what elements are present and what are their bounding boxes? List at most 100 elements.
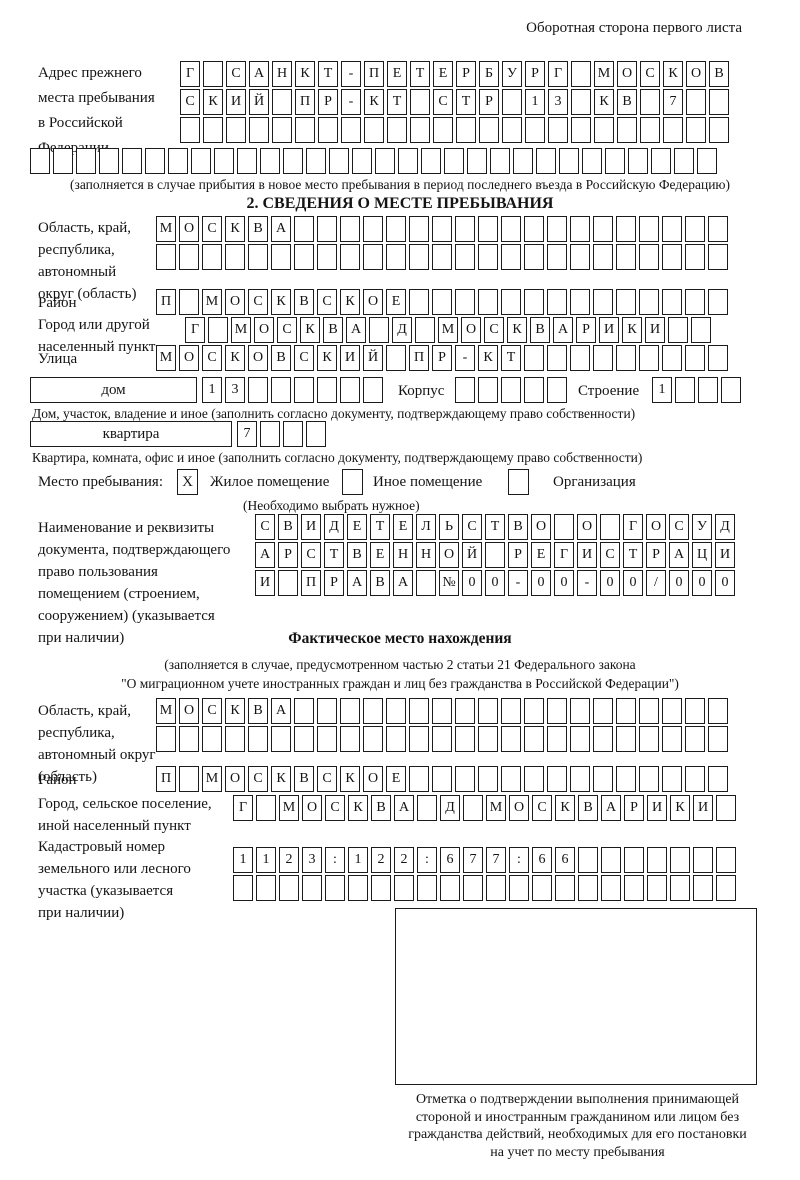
char-cell[interactable] [179, 726, 199, 752]
char-cell[interactable] [248, 726, 268, 752]
char-cell[interactable] [203, 117, 223, 143]
char-cell[interactable]: П [295, 89, 315, 115]
char-cell[interactable]: Е [347, 514, 367, 540]
char-cell[interactable]: О [363, 289, 383, 315]
char-cell[interactable]: М [156, 216, 176, 242]
char-cell[interactable] [271, 244, 291, 270]
char-cell[interactable] [570, 345, 590, 371]
char-cell[interactable]: М [156, 345, 176, 371]
char-cell[interactable] [601, 847, 621, 873]
char-cell[interactable] [547, 289, 567, 315]
char-cell[interactable] [640, 117, 660, 143]
char-cell[interactable] [99, 148, 119, 174]
char-cell[interactable] [501, 289, 521, 315]
char-cell[interactable]: Г [233, 795, 253, 821]
char-cell[interactable]: Н [393, 542, 413, 568]
char-cell[interactable]: С [294, 345, 314, 371]
char-cell[interactable]: В [323, 317, 343, 343]
char-cell[interactable]: Б [479, 61, 499, 87]
char-cell[interactable] [670, 847, 690, 873]
char-cell[interactable] [639, 289, 659, 315]
char-cell[interactable]: 1 [233, 847, 253, 873]
char-cell[interactable]: П [156, 289, 176, 315]
char-cell[interactable] [122, 148, 142, 174]
char-cell[interactable] [432, 766, 452, 792]
char-cell[interactable] [386, 345, 406, 371]
char-cell[interactable] [708, 345, 728, 371]
char-cell[interactable] [501, 766, 521, 792]
char-cell[interactable]: К [317, 345, 337, 371]
char-cell[interactable]: О [179, 345, 199, 371]
char-cell[interactable]: П [156, 766, 176, 792]
char-cell[interactable]: 1 [202, 377, 222, 403]
char-cell[interactable] [409, 698, 429, 724]
char-cell[interactable]: Т [370, 514, 390, 540]
char-cell[interactable] [369, 317, 389, 343]
char-cell[interactable] [548, 117, 568, 143]
char-cell[interactable] [662, 244, 682, 270]
char-cell[interactable]: Г [548, 61, 568, 87]
char-cell[interactable]: В [347, 542, 367, 568]
char-cell[interactable] [53, 148, 73, 174]
checkbox-other-premises[interactable] [342, 469, 363, 495]
char-cell[interactable] [675, 377, 695, 403]
char-cell[interactable] [605, 148, 625, 174]
char-cell[interactable] [647, 875, 667, 901]
char-cell[interactable]: 0 [623, 570, 643, 596]
char-cell[interactable] [432, 244, 452, 270]
char-cell[interactable] [570, 216, 590, 242]
char-cell[interactable] [340, 244, 360, 270]
char-cell[interactable] [76, 148, 96, 174]
char-cell[interactable] [283, 421, 303, 447]
char-cell[interactable]: М [279, 795, 299, 821]
char-cell[interactable]: Т [324, 542, 344, 568]
char-cell[interactable] [156, 244, 176, 270]
char-cell[interactable]: Р [318, 89, 338, 115]
char-cell[interactable] [294, 698, 314, 724]
char-cell[interactable]: - [577, 570, 597, 596]
char-cell[interactable] [674, 148, 694, 174]
char-cell[interactable] [502, 117, 522, 143]
char-cell[interactable] [716, 875, 736, 901]
char-cell[interactable] [417, 795, 437, 821]
char-cell[interactable] [352, 148, 372, 174]
char-cell[interactable] [639, 244, 659, 270]
char-cell[interactable]: Е [531, 542, 551, 568]
char-cell[interactable]: 6 [555, 847, 575, 873]
char-cell[interactable]: К [225, 216, 245, 242]
char-cell[interactable]: С [301, 542, 321, 568]
char-cell[interactable]: : [417, 847, 437, 873]
char-cell[interactable] [691, 317, 711, 343]
char-cell[interactable] [532, 875, 552, 901]
char-cell[interactable]: М [594, 61, 614, 87]
char-cell[interactable]: П [301, 570, 321, 596]
char-cell[interactable] [317, 377, 337, 403]
char-cell[interactable] [455, 698, 475, 724]
char-cell[interactable] [375, 148, 395, 174]
char-cell[interactable]: О [254, 317, 274, 343]
char-cell[interactable]: О [179, 216, 199, 242]
char-cell[interactable] [616, 244, 636, 270]
char-cell[interactable] [478, 216, 498, 242]
char-cell[interactable]: Т [318, 61, 338, 87]
char-cell[interactable]: : [509, 847, 529, 873]
char-cell[interactable] [639, 698, 659, 724]
char-cell[interactable]: 0 [554, 570, 574, 596]
char-cell[interactable] [616, 345, 636, 371]
char-cell[interactable] [570, 726, 590, 752]
char-cell[interactable]: С [433, 89, 453, 115]
char-cell[interactable] [409, 216, 429, 242]
char-cell[interactable] [593, 216, 613, 242]
char-cell[interactable]: 6 [532, 847, 552, 873]
char-cell[interactable] [272, 117, 292, 143]
char-cell[interactable] [203, 61, 223, 87]
char-cell[interactable] [226, 117, 246, 143]
char-cell[interactable]: Р [525, 61, 545, 87]
char-cell[interactable]: 2 [394, 847, 414, 873]
char-cell[interactable]: С [532, 795, 552, 821]
char-cell[interactable]: К [271, 766, 291, 792]
char-cell[interactable] [524, 289, 544, 315]
char-cell[interactable] [685, 726, 705, 752]
char-cell[interactable] [294, 377, 314, 403]
char-cell[interactable] [271, 726, 291, 752]
